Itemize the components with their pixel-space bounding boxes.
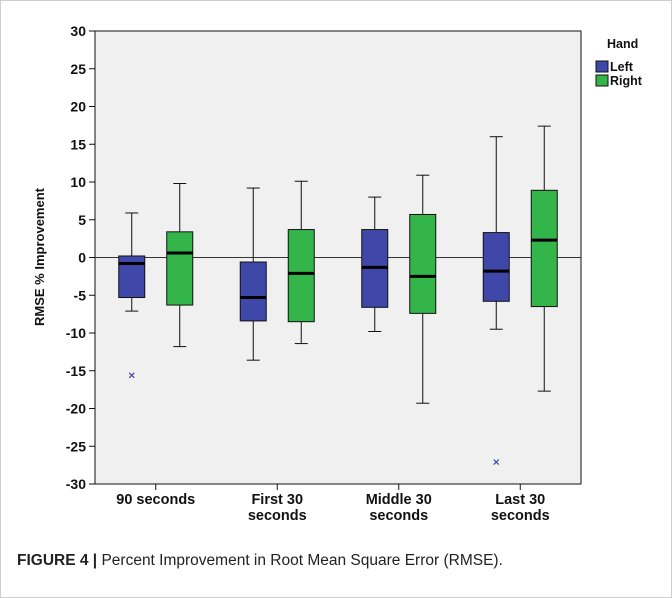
- y-axis-label: RMSE % Improvement: [32, 187, 47, 326]
- legend-title: Hand: [607, 37, 638, 51]
- outlier-stroke: [493, 459, 500, 466]
- x-category-label-line: seconds: [248, 508, 307, 524]
- y-tick-label: -5: [74, 287, 87, 303]
- figure-caption-text: Percent Improvement in Root Mean Square …: [97, 552, 503, 569]
- y-tick-label: 15: [70, 136, 86, 152]
- box-plot-chart: 30 25 20 15 10 5 0 -5 -10 -15 -20 -25 -30 90 seconds…: [32, 23, 643, 524]
- legend-swatch-right: [595, 74, 609, 87]
- y-tick-label: 30: [70, 23, 86, 39]
- legend-swatch-left: [595, 60, 609, 73]
- x-category-label-line: seconds: [491, 508, 550, 524]
- outlier-stroke: [128, 372, 135, 379]
- y-tick-label: -15: [66, 363, 86, 379]
- box-iqr: [239, 261, 267, 322]
- box-iqr: [409, 213, 437, 314]
- x-category-label-line: Last 30: [495, 492, 545, 508]
- outlier-marker: [128, 372, 135, 379]
- x-category-label-line: 90 seconds: [116, 492, 195, 508]
- x-category-label-line: seconds: [369, 508, 428, 524]
- box-iqr: [530, 189, 558, 308]
- legend-label-left: Left: [610, 60, 634, 74]
- box-left: [118, 212, 146, 379]
- y-tick-label: 20: [70, 99, 86, 115]
- outlier-marker: [493, 459, 500, 466]
- y-tick-label: -25: [66, 438, 86, 454]
- box-layer: [118, 125, 558, 466]
- box-left: [239, 187, 267, 361]
- y-tick-label: -30: [66, 476, 86, 492]
- x-category-label: Last 30 seconds: [491, 492, 550, 524]
- y-tick-label: 10: [70, 174, 86, 190]
- y-tick-label: 0: [78, 250, 86, 266]
- y-tick-label: 25: [70, 61, 86, 77]
- box-iqr: [287, 229, 315, 323]
- x-category-label: Middle 30 seconds: [366, 492, 432, 524]
- box-right: [166, 183, 194, 348]
- box-iqr: [166, 231, 194, 306]
- legend-label-right: Right: [610, 74, 643, 88]
- y-tick-label: -20: [66, 401, 86, 417]
- x-category-label-line: Middle 30: [366, 492, 432, 508]
- box-right: [530, 125, 558, 392]
- box-left: [361, 196, 389, 332]
- box-right: [409, 174, 437, 404]
- x-category-label: First 30 seconds: [248, 492, 307, 524]
- box-iqr: [482, 232, 510, 302]
- x-category-label: 90 seconds: [116, 492, 195, 508]
- x-category-label-line: First 30: [251, 492, 303, 508]
- box-right: [287, 180, 315, 345]
- y-tick-label: 5: [78, 212, 86, 228]
- figure-caption: FIGURE 4 | Percent Improvement in Root M…: [17, 552, 503, 570]
- figure-number: FIGURE 4 |: [17, 552, 98, 569]
- box-left: [482, 136, 510, 466]
- y-tick-label: -10: [66, 325, 86, 341]
- y-axis: 30 25 20 15 10 5 0 -5 -10 -15 -20 -25 -30: [66, 23, 95, 492]
